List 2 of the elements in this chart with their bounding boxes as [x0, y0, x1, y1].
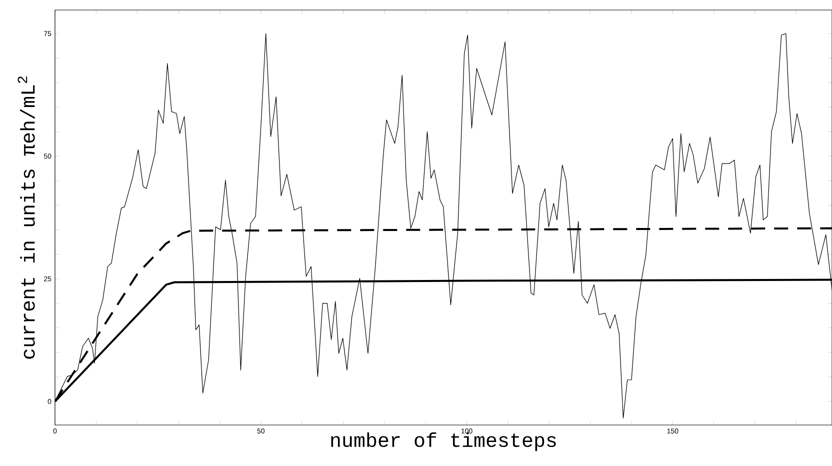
y-axis-title: current in units πeh/mL$^{2}$ — [18, 76, 35, 359]
x-axis-title: number of timesteps — [331, 432, 556, 452]
